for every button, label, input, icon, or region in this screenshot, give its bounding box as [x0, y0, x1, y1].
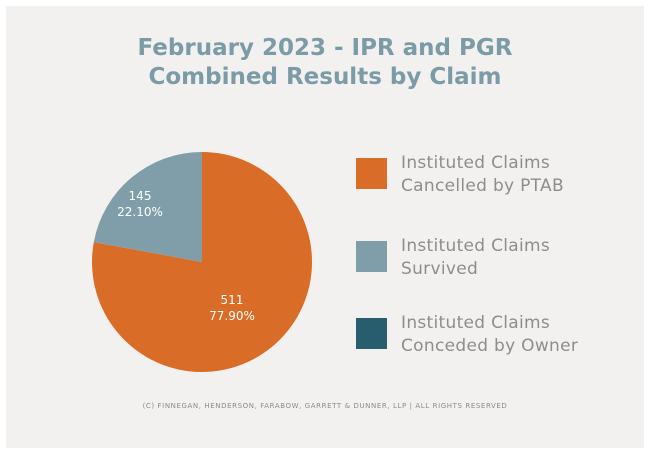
legend-swatch-survived	[356, 241, 387, 272]
legend-label-survived-line-1: Instituted Claims	[401, 236, 551, 256]
legend-swatch-cancelled	[356, 158, 387, 189]
slice-count-survived: 145	[129, 189, 152, 203]
pie-slice-survived	[93, 152, 202, 262]
legend-label-cancelled-line-1: Instituted Claims	[401, 153, 551, 173]
legend-label-conceded-line-2: Conceded by Owner	[401, 336, 579, 356]
pie-chart: 511 77.90% 145 22.10%	[91, 152, 312, 372]
legend-swatch-conceded	[356, 318, 387, 349]
legend-item-survived: Instituted Claims Survived	[356, 235, 616, 295]
legend-label-cancelled-line-2: Cancelled by PTAB	[401, 176, 564, 196]
legend-label-survived: Instituted Claims Survived	[401, 235, 550, 281]
slice-percent-cancelled: 77.90%	[209, 309, 255, 323]
chart-card: February 2023 - IPR and PGR Combined Res…	[6, 6, 644, 448]
slice-percent-survived: 22.10%	[117, 205, 163, 219]
chart-title: February 2023 - IPR and PGR Combined Res…	[6, 34, 644, 92]
chart-title-line-2: Combined Results by Claim	[148, 64, 502, 90]
legend-item-cancelled: Instituted Claims Cancelled by PTAB	[356, 152, 616, 212]
legend-label-survived-line-2: Survived	[401, 259, 479, 279]
copyright-notice: (C) FINNEGAN, HENDERSON, FARABOW, GARRET…	[142, 402, 508, 410]
legend-label-cancelled: Instituted Claims Cancelled by PTAB	[401, 152, 564, 198]
slice-count-cancelled: 511	[221, 293, 244, 307]
legend-label-conceded: Instituted Claims Conceded by Owner	[401, 312, 578, 358]
legend-item-conceded: Instituted Claims Conceded by Owner	[356, 312, 616, 372]
legend-label-conceded-line-1: Instituted Claims	[401, 313, 551, 333]
chart-title-line-1: February 2023 - IPR and PGR	[137, 35, 513, 61]
pie-slice-cancelled	[91, 152, 312, 372]
